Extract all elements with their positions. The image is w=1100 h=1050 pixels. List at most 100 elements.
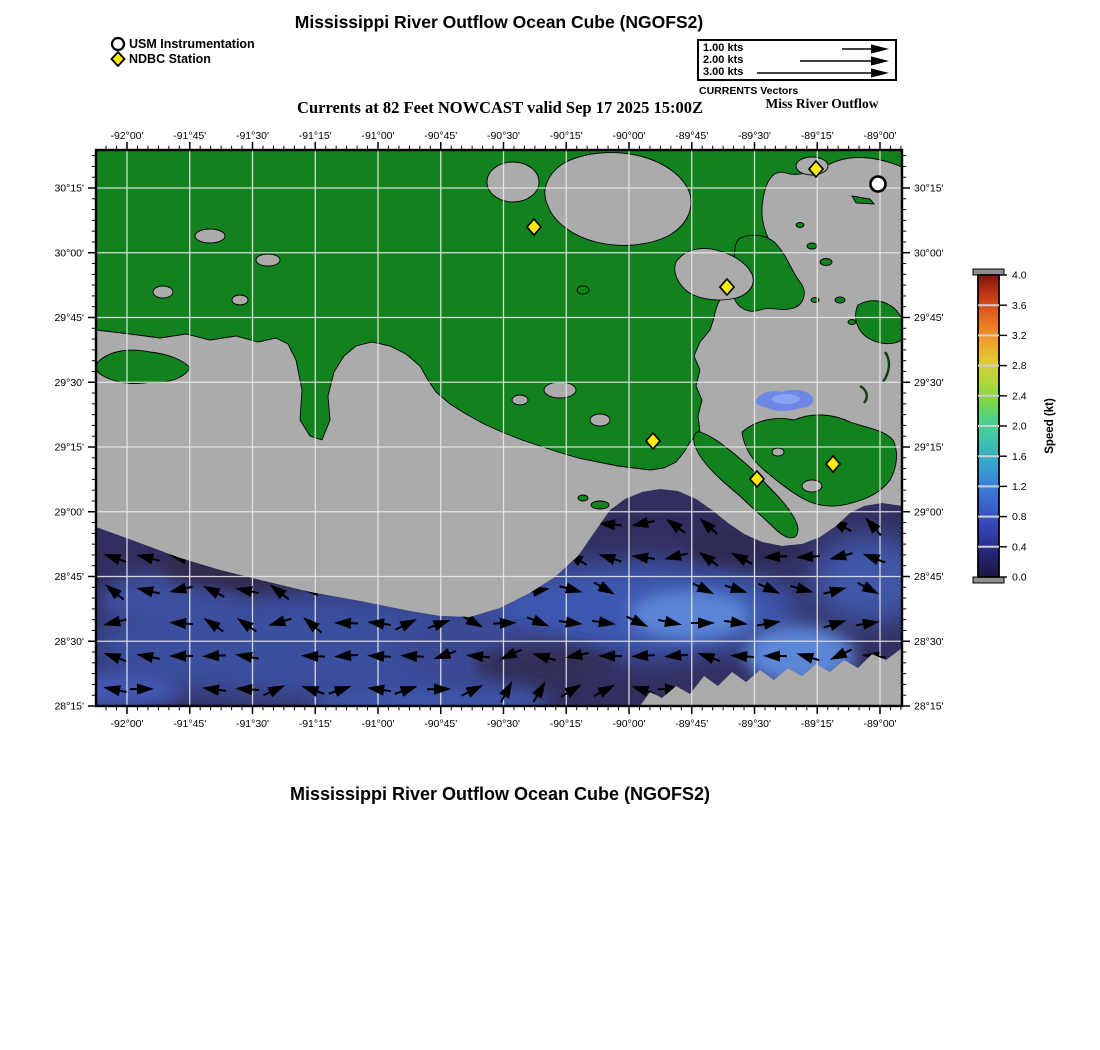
current-vector-arrow bbox=[730, 650, 755, 663]
current-vector-arrow bbox=[757, 581, 781, 594]
current-vector-arrow bbox=[857, 581, 879, 595]
vector-row-label: 2.00 kts bbox=[703, 54, 744, 67]
current-vector-arrow bbox=[665, 518, 686, 534]
marsh-speck bbox=[806, 242, 818, 250]
current-vector-arrow bbox=[235, 651, 259, 663]
current-vector-arrow bbox=[559, 582, 583, 594]
current-vector-arrow bbox=[558, 616, 583, 628]
vector-arrow-1kt bbox=[842, 43, 889, 54]
stations-layer bbox=[525, 159, 887, 489]
x-tick-label-top: -90°30' bbox=[487, 130, 520, 142]
current-vector-arrow bbox=[466, 651, 491, 663]
current-vector-arrow bbox=[829, 549, 853, 561]
marsh-inlet bbox=[771, 447, 785, 457]
ndbc-station-marker bbox=[807, 159, 825, 179]
current-vector-arrow bbox=[499, 681, 513, 703]
x-tick-label-bottom: -91°30' bbox=[236, 718, 269, 730]
y-tick-label-right: 30°15' bbox=[914, 183, 944, 195]
currents-map: -92°00' -92°00' -91°45' -91°45' -91°30' -91°3… bbox=[54, 130, 1056, 730]
current-vector-arrow bbox=[763, 550, 788, 563]
colorbar-tick-label: 2.8 bbox=[1012, 360, 1027, 372]
current-vector-arrow bbox=[631, 516, 655, 528]
current-vector-arrow bbox=[202, 684, 227, 696]
legend-usm-label: USM Instrumentation bbox=[129, 36, 255, 51]
page-title: Mississippi River Outflow Ocean Cube (NG… bbox=[294, 12, 704, 32]
map-base-layer bbox=[96, 150, 902, 706]
current-vector-arrow bbox=[395, 619, 418, 632]
current-vector-arrow bbox=[724, 616, 748, 628]
ndbc-station-marker bbox=[525, 217, 543, 237]
current-vector-arrow bbox=[334, 617, 359, 629]
current-vector-arrow bbox=[461, 684, 484, 698]
current-vector-arrow bbox=[658, 615, 682, 627]
current-vector-arrow bbox=[692, 581, 715, 595]
current-vector-arrow bbox=[664, 549, 688, 561]
current-vector-arrow bbox=[328, 686, 352, 697]
current-vector-arrow bbox=[862, 553, 886, 566]
marsh-speck bbox=[795, 222, 805, 228]
current-vector-arrow bbox=[236, 617, 257, 633]
x-tick-label-top: -91°30' bbox=[236, 130, 269, 142]
current-vector-arrow bbox=[400, 650, 425, 662]
vector-row-label: 3.00 kts bbox=[703, 66, 744, 79]
x-tick-label-bottom: -89°30' bbox=[738, 718, 771, 730]
y-tick-label-left: 29°45' bbox=[54, 312, 84, 324]
y-tick-label-left: 30°15' bbox=[54, 183, 84, 195]
current-vector-arrow bbox=[856, 618, 880, 630]
current-vector-arrow bbox=[169, 582, 193, 594]
barrier-islet bbox=[590, 500, 610, 510]
colorbar-bottom-cap bbox=[972, 576, 1005, 584]
current-vector-arrow bbox=[829, 647, 852, 660]
x-tick-label-top: -89°30' bbox=[738, 130, 771, 142]
current-vector-arrow bbox=[334, 649, 359, 661]
colorbar-title: Speed (kt) bbox=[1044, 398, 1056, 454]
colorbar-tick-label: 1.2 bbox=[1012, 481, 1027, 493]
current-vector-arrow bbox=[532, 652, 556, 664]
current-vector-arrow bbox=[433, 648, 457, 659]
inland-lake bbox=[511, 394, 529, 406]
x-tick-label-bottom: -91°45' bbox=[173, 718, 206, 730]
lake-maurepas bbox=[486, 161, 540, 203]
marsh-speck bbox=[576, 285, 590, 295]
inland-lake bbox=[194, 228, 226, 244]
current-vector-arrow bbox=[598, 519, 623, 531]
colorbar-tick-label: 2.4 bbox=[1012, 390, 1027, 402]
current-vector-arrow bbox=[169, 650, 194, 662]
x-tick-label-bottom: -91°00' bbox=[361, 718, 394, 730]
colorbar: 0.0 0.4 0.8 1.2 1.6 2.0 2.4 2.8 3.2 3.6 4.0 Speed … bbox=[972, 268, 1056, 584]
inland-lake bbox=[589, 413, 611, 427]
current-vector-arrow bbox=[105, 584, 125, 601]
map-frame bbox=[94, 148, 904, 708]
current-vector-arrow bbox=[631, 649, 656, 662]
marsh-inlet bbox=[801, 479, 823, 493]
map-subtitle: Currents at 82 Feet NOWCAST valid Sep 17… bbox=[297, 98, 703, 117]
y-tick-label-right: 29°30' bbox=[914, 377, 944, 389]
x-tick-label-top: -91°45' bbox=[173, 130, 206, 142]
chandeleur-islands bbox=[859, 351, 891, 404]
x-tick-label-top: -92°00' bbox=[110, 130, 143, 142]
current-vector-arrow bbox=[301, 686, 325, 697]
current-vector-arrow bbox=[136, 652, 160, 664]
current-vector-arrow bbox=[103, 685, 127, 697]
x-tick-label-top: -90°00' bbox=[612, 130, 645, 142]
colorbar-tick-label: 3.6 bbox=[1012, 300, 1027, 312]
y-tick-label-right: 28°45' bbox=[914, 571, 944, 583]
y-tick-label-left: 29°30' bbox=[54, 377, 84, 389]
current-vector-arrow bbox=[303, 617, 323, 634]
breton-marsh bbox=[741, 414, 897, 507]
current-vector-arrow bbox=[823, 620, 847, 631]
current-vector-arrow bbox=[235, 586, 259, 598]
station-legend: USM Instrumentation NDBC Station bbox=[110, 36, 255, 67]
marsh-island bbox=[96, 349, 191, 385]
inland-lake bbox=[152, 285, 174, 299]
current-vector-arrow bbox=[427, 619, 451, 631]
current-vector-arrow bbox=[499, 647, 523, 660]
x-tick-label-bottom: -92°00' bbox=[110, 718, 143, 730]
current-vector-arrow bbox=[796, 652, 820, 664]
current-vector-arrow bbox=[526, 614, 550, 627]
current-vector-arrow bbox=[367, 618, 392, 630]
current-vector-arrow bbox=[865, 517, 882, 536]
y-tick-label-left: 28°45' bbox=[54, 571, 84, 583]
colorbar-ticks bbox=[978, 274, 1007, 578]
